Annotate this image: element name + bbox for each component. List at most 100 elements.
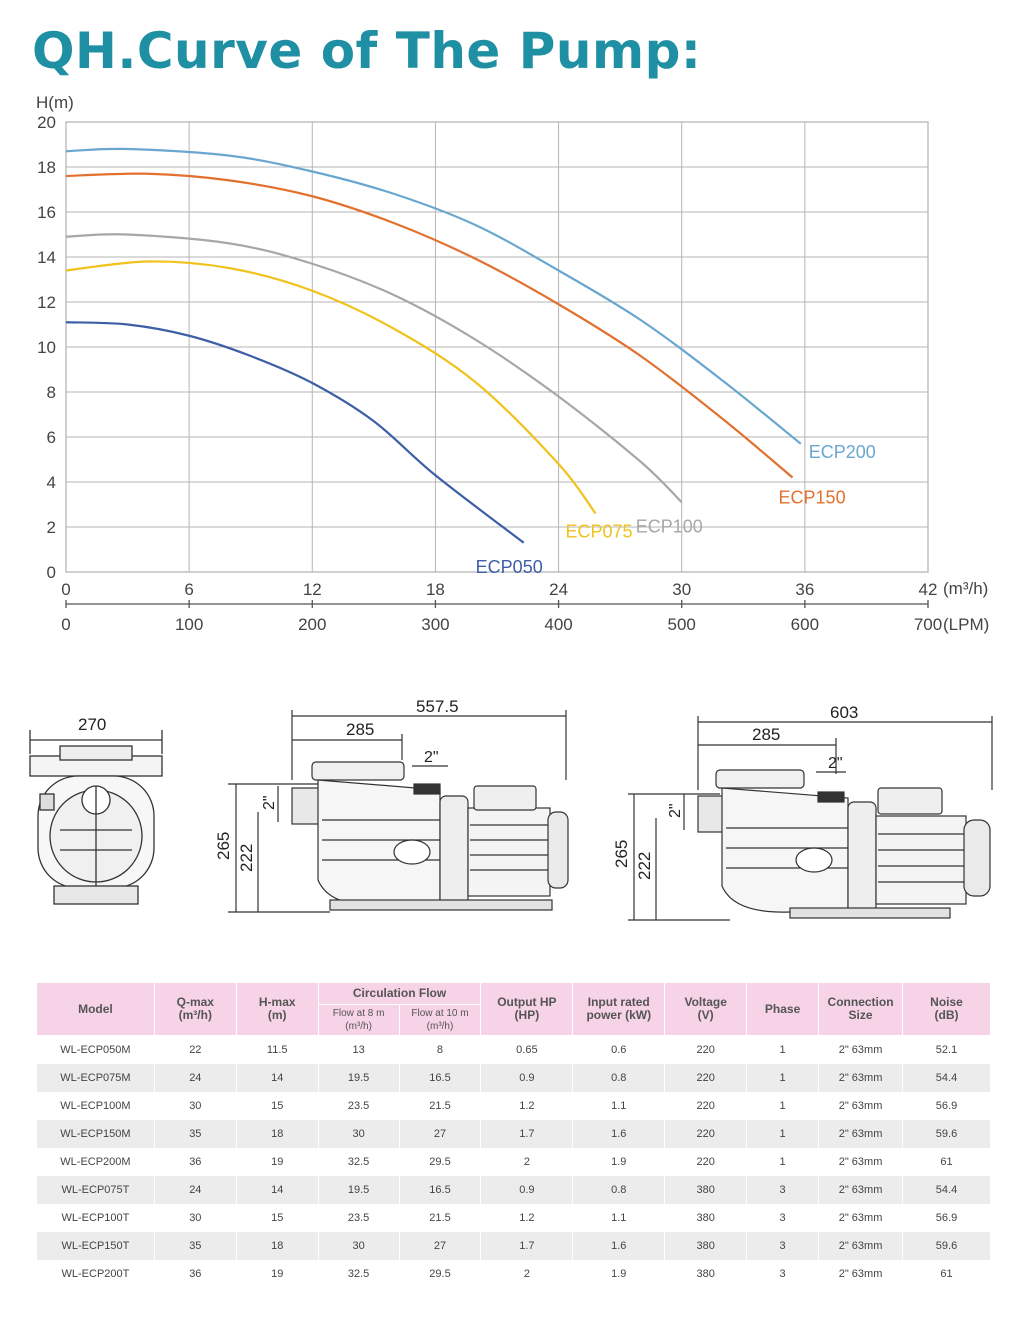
table-cell: 32.5: [317, 1148, 400, 1176]
table-cell: 3: [746, 1260, 820, 1288]
table-cell: 19.5: [317, 1176, 400, 1204]
table-cell: 1.9: [572, 1260, 666, 1288]
y-tick-label: 0: [47, 563, 56, 582]
y-tick-label: 8: [47, 383, 56, 402]
table-cell: 35: [153, 1120, 237, 1148]
table-row: WL-ECP075T 24 14 19.5 16.5 0.9 0.8 380 3 2" 63mm 5…: [36, 1176, 991, 1204]
x-tick-labels: 0 6 12 18 24 30 36 42: [61, 580, 937, 599]
series-line-ecp075: [65, 260, 597, 515]
table-cell: 2: [480, 1260, 574, 1288]
table-cell: 21.5: [398, 1204, 482, 1232]
series-label: ECP150: [779, 488, 846, 508]
header-hmax: H-max (m): [235, 982, 319, 1036]
side2-height-dim: 265: [612, 840, 631, 868]
table-cell: 35: [153, 1232, 237, 1260]
x-tick-label: 36: [795, 580, 814, 599]
table-cell: 19.5: [317, 1064, 400, 1092]
table-cell: 0.8: [572, 1176, 666, 1204]
table-cell: 23.5: [317, 1092, 400, 1120]
series-label: ECP050: [476, 557, 543, 577]
y-tick-label: 16: [37, 203, 56, 222]
side1-inlet-port-dim: 2": [261, 795, 278, 810]
table-cell: 380: [664, 1176, 748, 1204]
table-cell: 1: [746, 1148, 820, 1176]
table-row: WL-ECP200M 36 19 32.5 29.5 2 1.9 220 1 2" 63mm 61: [36, 1148, 991, 1176]
table-cell: 18: [235, 1232, 319, 1260]
table-cell: 54.4: [902, 1064, 991, 1092]
front-width-dim: 270: [78, 715, 106, 734]
side1-height-dim: 265: [214, 832, 233, 860]
series-line-ecp150: [65, 172, 794, 479]
table-cell: 30: [153, 1092, 237, 1120]
table-cell: 54.4: [902, 1176, 991, 1204]
table-cell: WL-ECP075T: [36, 1176, 155, 1204]
y-tick-label: 20: [37, 113, 56, 132]
table-cell: 2" 63mm: [818, 1176, 904, 1204]
series-line-ecp200: [65, 147, 802, 445]
x-tick-label: 12: [303, 580, 322, 599]
table-cell: 220: [664, 1064, 748, 1092]
table-cell: 220: [664, 1120, 748, 1148]
table-cell: 21.5: [398, 1092, 482, 1120]
table-row: WL-ECP050M 22 11.5 13 8 0.65 0.6 220 1 2" 63mm 52.…: [36, 1035, 991, 1064]
y-axis-label: H(m): [36, 93, 74, 112]
spec-table-body: WL-ECP050M 22 11.5 13 8 0.65 0.6 220 1 2" 63mm 52.…: [36, 1035, 991, 1288]
series-labels: ECP050 ECP075 ECP100 ECP150 ECP200: [476, 442, 876, 577]
lpm-tick-label: 100: [175, 615, 203, 634]
table-cell: 32.5: [317, 1260, 400, 1288]
table-cell: 1.1: [572, 1092, 666, 1120]
page-title: QH.Curve of The Pump:: [32, 22, 702, 80]
header-noise: Noise (dB): [902, 982, 991, 1036]
table-cell: 1: [746, 1064, 820, 1092]
table-cell: 1.7: [480, 1120, 574, 1148]
table-row: WL-ECP100T 30 15 23.5 21.5 1.2 1.1 380 3 2" 63mm 5…: [36, 1204, 991, 1232]
table-cell: 24: [153, 1176, 237, 1204]
lpm-tick-label: 500: [668, 615, 696, 634]
lpm-tick-label: 600: [791, 615, 819, 634]
y-tick-label: 14: [37, 248, 56, 267]
header-model: Model: [36, 982, 155, 1036]
table-cell: 1.9: [572, 1148, 666, 1176]
table-cell: 16.5: [398, 1064, 482, 1092]
side2-axis-dim: 222: [635, 852, 654, 880]
table-cell: 15: [235, 1204, 319, 1232]
table-cell: 30: [317, 1120, 400, 1148]
table-cell: 2: [480, 1148, 574, 1176]
table-cell: 1: [746, 1120, 820, 1148]
series-line-ecp050: [65, 321, 525, 544]
side-view-2-drawing: [628, 716, 993, 921]
table-cell: 380: [664, 1232, 748, 1260]
side1-length-dim: 557.5: [416, 697, 459, 716]
x-tick-label: 42: [919, 580, 938, 599]
table-cell: WL-ECP200T: [36, 1260, 155, 1288]
table-cell: 14: [235, 1064, 319, 1092]
table-cell: 1.7: [480, 1232, 574, 1260]
table-cell: 220: [664, 1092, 748, 1120]
table-cell: 29.5: [398, 1148, 482, 1176]
table-row: WL-ECP100M 30 15 23.5 21.5 1.2 1.1 220 1 2" 63mm 5…: [36, 1092, 991, 1120]
table-cell: 30: [153, 1204, 237, 1232]
table-cell: 220: [664, 1148, 748, 1176]
side1-inlet-offset-dim: 285: [346, 720, 374, 739]
table-cell: 8: [398, 1035, 482, 1064]
side2-inlet-offset-dim: 285: [752, 725, 780, 744]
side-view-1-drawing: [228, 710, 569, 913]
table-cell: 36: [153, 1260, 237, 1288]
table-row: WL-ECP075M 24 14 19.5 16.5 0.9 0.8 220 1 2" 63mm 5…: [36, 1064, 991, 1092]
table-cell: 2" 63mm: [818, 1120, 904, 1148]
table-cell: WL-ECP150M: [36, 1120, 155, 1148]
y-tick-label: 4: [47, 473, 56, 492]
series-line-ecp100: [65, 233, 683, 504]
table-cell: 1.2: [480, 1204, 574, 1232]
table-cell: 59.6: [902, 1232, 991, 1260]
table-cell: 0.6: [572, 1035, 666, 1064]
series-label: ECP100: [636, 516, 703, 536]
x-tick-label: 18: [426, 580, 445, 599]
x-tick-label: 24: [549, 580, 568, 599]
x-tick-label: 6: [184, 580, 193, 599]
y-tick-label: 10: [37, 338, 56, 357]
y-tick-label: 18: [37, 158, 56, 177]
table-cell: 0.9: [480, 1176, 574, 1204]
front-view-drawing: [29, 730, 163, 905]
table-cell: WL-ECP100M: [36, 1092, 155, 1120]
